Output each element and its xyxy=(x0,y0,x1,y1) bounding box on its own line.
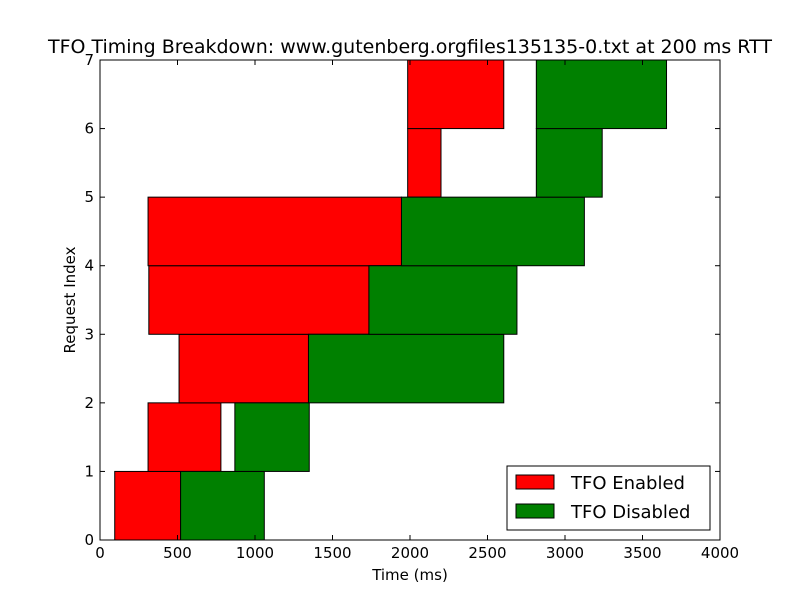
y-tick-label: 4 xyxy=(84,257,94,275)
legend-swatch-tfo-enabled xyxy=(515,474,555,490)
legend: TFO Enabled TFO Disabled xyxy=(506,465,711,531)
y-tick-label: 3 xyxy=(84,325,94,343)
y-tick-label: 7 xyxy=(84,51,94,69)
x-tick-label: 1500 xyxy=(313,544,351,562)
bar-tfo-disabled-6 xyxy=(535,59,668,130)
bar-tfo-enabled-6 xyxy=(407,59,505,130)
bar-tfo-enabled-4 xyxy=(147,196,402,267)
y-axis-title: Request Index xyxy=(61,246,79,353)
y-tick-label: 6 xyxy=(84,120,94,138)
x-tick-label: 3000 xyxy=(546,544,584,562)
x-tick-label: 3500 xyxy=(623,544,661,562)
bar-tfo-disabled-5 xyxy=(535,128,603,198)
ticks-layer: 0 500 1000 1500 2000 2500 3000 3500 4000 0 1 2 3 4 5 6 7 xyxy=(84,51,739,562)
x-tick-label: 1000 xyxy=(236,544,274,562)
bar-tfo-enabled-5 xyxy=(407,128,442,198)
y-tick-label: 0 xyxy=(84,531,94,549)
bar-tfo-enabled-0 xyxy=(114,470,182,541)
bar-tfo-enabled-2 xyxy=(178,333,309,404)
bar-tfo-disabled-2 xyxy=(307,333,505,404)
legend-swatch-tfo-disabled xyxy=(515,503,555,519)
y-tick-label: 1 xyxy=(84,462,94,480)
legend-label-tfo-enabled: TFO Enabled xyxy=(570,473,685,494)
bar-tfo-enabled-1 xyxy=(147,402,222,472)
bar-tfo-disabled-0 xyxy=(180,470,265,541)
bar-tfo-enabled-3 xyxy=(148,265,370,335)
y-tick-label: 5 xyxy=(84,188,94,206)
x-tick-label: 2500 xyxy=(468,544,506,562)
bar-tfo-disabled-1 xyxy=(234,402,310,472)
bar-tfo-disabled-4 xyxy=(400,196,585,267)
bar-tfo-disabled-3 xyxy=(368,265,518,335)
legend-label-tfo-disabled: TFO Disabled xyxy=(570,502,690,523)
x-tick-label: 0 xyxy=(95,544,105,562)
x-tick-label: 500 xyxy=(163,544,192,562)
x-axis-title: Time (ms) xyxy=(371,566,448,584)
bars-layer xyxy=(114,59,668,541)
y-tick-label: 2 xyxy=(84,394,94,412)
chart-title: TFO Timing Breakdown: www.gutenberg.orgf… xyxy=(47,36,772,58)
x-tick-label: 2000 xyxy=(391,544,429,562)
x-tick-label: 4000 xyxy=(701,544,739,562)
